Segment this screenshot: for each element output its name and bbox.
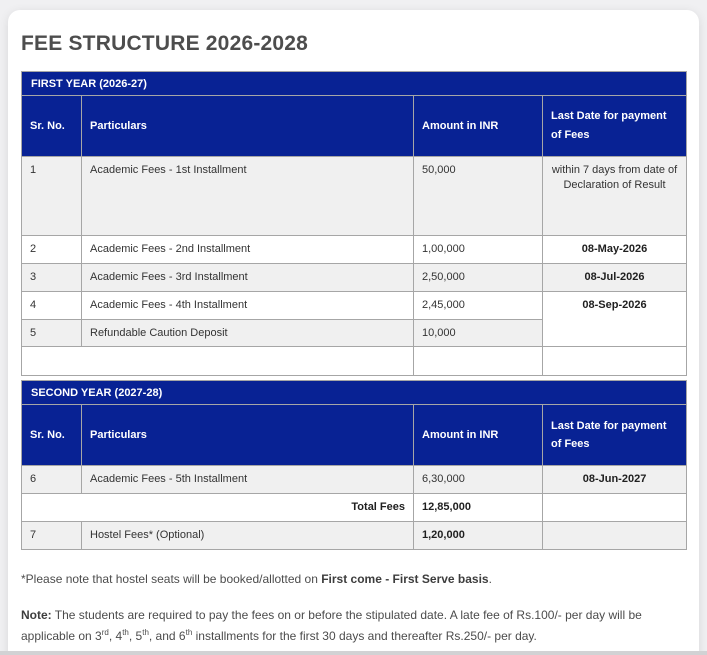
sr-no-cell: 5 bbox=[21, 318, 82, 348]
page-bottom-divider bbox=[0, 651, 707, 655]
col-header-last-date: Last Date for payment of Fees bbox=[541, 95, 688, 157]
amount-cell: 6,30,000 bbox=[413, 465, 543, 495]
sr-no-cell: 2 bbox=[21, 235, 82, 264]
amount-cell: 50,000 bbox=[413, 156, 543, 236]
first-year-section-row: FIRST YEAR (2026-27) bbox=[20, 71, 688, 96]
note-text-segment: th bbox=[185, 628, 193, 638]
page-title: FEE STRUCTURE 2026-2028 bbox=[21, 32, 309, 55]
amount-cell: 1,20,000 bbox=[413, 521, 543, 550]
particulars-cell: Refundable Caution Deposit bbox=[81, 318, 414, 348]
first-year-header-row: Sr. No. Particulars Amount in INR Last D… bbox=[21, 95, 688, 157]
second-year-header-row: Sr. No. Particulars Amount in INR Last D… bbox=[21, 404, 688, 467]
note-text-segment: th bbox=[122, 628, 129, 638]
note-text-segment: th bbox=[142, 628, 149, 638]
particulars-cell: Academic Fees - 3rd Installment bbox=[81, 262, 414, 292]
last-date-cell: within 7 days from date of Declaration o… bbox=[541, 156, 688, 236]
particulars-cell: Academic Fees - 2nd Installment bbox=[81, 235, 414, 264]
last-date-cell: 08-May-2026 bbox=[541, 235, 688, 264]
first-year-table: FIRST YEAR (2026-27) Sr. No. Particulars… bbox=[20, 71, 688, 377]
col-header-particulars: Particulars bbox=[81, 95, 414, 157]
sr-no-cell: 1 bbox=[21, 156, 82, 236]
spacer-cell bbox=[413, 346, 543, 377]
col-header-last-date: Last Date for payment of Fees bbox=[541, 404, 688, 467]
particulars-cell: Academic Fees - 5th Installment bbox=[81, 465, 414, 495]
spacer-cell bbox=[21, 346, 414, 377]
last-date-cell: 08-Jul-2026 bbox=[541, 262, 688, 292]
col-header-sr-no: Sr. No. bbox=[21, 404, 82, 467]
total-fees-label: Total Fees bbox=[21, 493, 414, 523]
sr-no-cell: 3 bbox=[21, 262, 82, 292]
note-text-segment: , 5 bbox=[128, 629, 143, 644]
col-header-particulars: Particulars bbox=[81, 404, 414, 467]
table-row: 7 Hostel Fees* (Optional) 1,20,000 bbox=[21, 521, 688, 550]
col-header-amount: Amount in INR bbox=[413, 95, 543, 157]
table-row: 5 Refundable Caution Deposit 10,000 bbox=[21, 318, 687, 348]
table-row bbox=[21, 346, 688, 377]
second-year-section-title: SECOND YEAR (2027-28) bbox=[20, 380, 688, 406]
sr-no-cell: 4 bbox=[21, 290, 82, 320]
sr-no-cell: 7 bbox=[21, 521, 82, 550]
note-text-segment: *Please note that hostel seats will be b… bbox=[21, 571, 322, 586]
particulars-cell: Academic Fees - 1st Installment bbox=[81, 156, 414, 236]
last-date-cell: 08-Sep-2026 bbox=[541, 290, 688, 348]
amount-cell: 1,00,000 bbox=[413, 235, 543, 264]
note-text-segment: rd bbox=[101, 628, 109, 638]
sr-no-cell: 6 bbox=[21, 465, 82, 495]
late-fee-note: Note: The students are required to pay t… bbox=[21, 605, 699, 648]
particulars-cell: Academic Fees - 4th Installment bbox=[81, 290, 414, 320]
amount-cell: 10,000 bbox=[413, 318, 543, 348]
table-row: 3 Academic Fees - 3rd Installment 2,50,000… bbox=[21, 262, 688, 292]
note-text-segment: First come - First Serve basis bbox=[321, 571, 489, 586]
col-header-amount: Amount in INR bbox=[413, 404, 543, 467]
note-text-segment: , and 6 bbox=[148, 629, 186, 644]
col-header-sr-no: Sr. No. bbox=[21, 95, 82, 157]
note-text-segment: , 4 bbox=[108, 629, 123, 644]
particulars-cell: Hostel Fees* (Optional) bbox=[81, 521, 414, 550]
content-card: FEE STRUCTURE 2026-2028 FIRST YEAR (2026… bbox=[8, 10, 699, 655]
amount-cell: 2,50,000 bbox=[413, 262, 543, 292]
table-row: 2 Academic Fees - 2nd Installment 1,00,000… bbox=[21, 235, 688, 264]
last-date-cell bbox=[541, 493, 688, 523]
table-row: 1 Academic Fees - 1st Installment 50,000 wi… bbox=[21, 156, 688, 236]
spacer-cell bbox=[541, 346, 688, 377]
last-date-cell: 08-Jun-2027 bbox=[541, 465, 688, 495]
note-text-segment: installments for the first 30 days and t… bbox=[192, 629, 537, 644]
last-date-cell bbox=[541, 521, 688, 550]
footnotes: *Please note that hostel seats will be b… bbox=[21, 569, 699, 648]
second-year-table: SECOND YEAR (2027-28) Sr. No. Particular… bbox=[20, 380, 688, 550]
amount-cell: 12,85,000 bbox=[413, 493, 543, 523]
hostel-allotment-note: *Please note that hostel seats will be b… bbox=[21, 569, 699, 591]
table-row: Total Fees 12,85,000 bbox=[21, 493, 688, 523]
first-year-section-title: FIRST YEAR (2026-27) bbox=[20, 71, 688, 96]
amount-cell: 2,45,000 bbox=[413, 290, 543, 320]
second-year-section-row: SECOND YEAR (2027-28) bbox=[20, 380, 688, 406]
table-row: 6 Academic Fees - 5th Installment 6,30,000… bbox=[21, 465, 688, 495]
table-row: 4 Academic Fees - 4th Installment 2,45,000… bbox=[21, 290, 688, 348]
note-text-segment: Note: bbox=[21, 607, 52, 622]
note-text-segment: . bbox=[488, 571, 492, 586]
note-text-segment: The students are required to pay the fee… bbox=[21, 607, 642, 644]
